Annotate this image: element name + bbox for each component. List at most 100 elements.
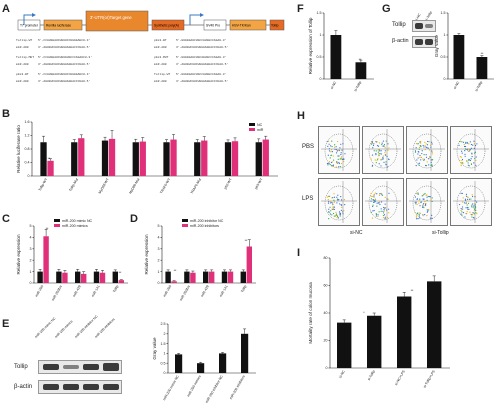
- event-dot: [429, 155, 431, 158]
- event-dot: [332, 165, 334, 167]
- event-dot: [377, 145, 380, 147]
- event-dot: [378, 154, 380, 156]
- bar: [355, 62, 367, 79]
- y-tick-label: 40: [324, 311, 328, 315]
- event-dot: [418, 200, 420, 202]
- event-dot: [344, 204, 346, 206]
- event-dot: [336, 140, 339, 143]
- event-dot: [339, 165, 341, 168]
- event-dot: [384, 216, 386, 218]
- event-dot: [373, 201, 375, 203]
- event-dot: [424, 145, 426, 147]
- event-dot: [465, 195, 468, 197]
- event-dot: [426, 196, 428, 198]
- event-dot: [376, 159, 378, 161]
- event-dot: [387, 217, 389, 219]
- event-dot: [380, 208, 382, 210]
- event-dot: [328, 208, 330, 210]
- event-dot: [472, 144, 474, 146]
- event-dot: [373, 150, 375, 152]
- event-dot: [476, 201, 478, 203]
- y-axis-title: Relative expression of Tollip: [308, 17, 313, 74]
- event-dot: [471, 194, 473, 196]
- x-tick-label: MyD88-Mut: [128, 177, 140, 194]
- event-dot: [377, 215, 379, 218]
- event-dot: [427, 147, 429, 149]
- flow-plot: [406, 126, 448, 174]
- event-dot: [374, 200, 377, 202]
- bar: [75, 271, 81, 283]
- event-dot: [332, 212, 335, 215]
- sequence-line: 5'-GUGGGAUCUGCCAUGGCCAGAU-3': [176, 72, 227, 76]
- bar: [165, 271, 171, 283]
- event-dot: [370, 211, 372, 214]
- event-dot: [431, 217, 433, 219]
- event-dot: [464, 145, 467, 148]
- event-dot: [337, 158, 339, 160]
- flow-plot: [406, 178, 448, 226]
- event-dot: [473, 205, 475, 207]
- event-dot: [467, 208, 469, 210]
- event-dot: [374, 192, 376, 194]
- sequence-line: 3'-AGUGUCUUCUGGAAGUACCCUAU-5': [176, 62, 228, 66]
- event-dot: [332, 164, 335, 166]
- event-dot: [339, 147, 341, 149]
- sequence-line: 3'-AGUGUCUUCUGGAAGUACCCUAU-5': [176, 45, 228, 49]
- event-dot: [334, 215, 336, 217]
- event-dot: [414, 150, 417, 152]
- event-dot: [475, 156, 477, 158]
- event-dot: [461, 208, 463, 210]
- x-tick-label: miR-429: [72, 284, 82, 297]
- event-dot: [380, 165, 382, 167]
- event-dot: [385, 140, 387, 142]
- event-dot: [329, 206, 331, 208]
- flow-plot: [450, 178, 492, 226]
- bar: [221, 271, 228, 283]
- bar: [240, 271, 246, 283]
- event-dot: [468, 150, 470, 152]
- event-dot: [414, 212, 416, 214]
- event-dot: [333, 206, 335, 208]
- event-dot: [430, 159, 432, 161]
- event-dot: [464, 148, 467, 150]
- event-dot: [372, 195, 374, 198]
- event-dot: [379, 203, 381, 206]
- event-dot: [333, 215, 335, 217]
- event-dot: [476, 143, 478, 145]
- event-dot: [373, 143, 375, 145]
- event-dot: [337, 194, 339, 196]
- event-dot: [336, 150, 338, 152]
- event-dot: [327, 145, 329, 147]
- event-dot: [473, 203, 475, 205]
- event-dot: [378, 142, 381, 144]
- event-dot: [337, 215, 339, 218]
- event-dot: [424, 148, 426, 151]
- gate-ellipse: [368, 133, 398, 169]
- y-tick-label: 0: [326, 366, 328, 370]
- band: [103, 363, 119, 371]
- event-dot: [422, 198, 425, 200]
- event-dot: [332, 155, 334, 157]
- event-dot: [430, 161, 432, 164]
- col-label-si-tollip: si-Tollip: [432, 230, 449, 236]
- bar: [170, 139, 177, 176]
- chart-e: Gray value 0 0.5 1 1.5 2 2.5 miR-200 mimic NC mi…: [152, 322, 256, 403]
- event-dot: [425, 165, 428, 167]
- event-dot: [327, 140, 329, 142]
- event-dot: [470, 143, 473, 146]
- significance-marker: **: [119, 271, 122, 275]
- event-dot: [339, 158, 341, 160]
- event-dot: [461, 152, 463, 154]
- y-axis-title: Gray value: [434, 34, 439, 57]
- y-tick-label: 1.5: [317, 11, 322, 15]
- event-dot: [417, 218, 419, 220]
- event-dot: [340, 152, 342, 154]
- event-dot: [458, 144, 460, 147]
- event-dot: [474, 208, 476, 211]
- event-dot: [340, 153, 342, 156]
- bar: [224, 142, 232, 176]
- x-tick-label: Tollip-WT: [38, 178, 49, 192]
- event-dot: [429, 144, 432, 146]
- event-dot: [460, 207, 462, 210]
- event-dot: [467, 206, 469, 209]
